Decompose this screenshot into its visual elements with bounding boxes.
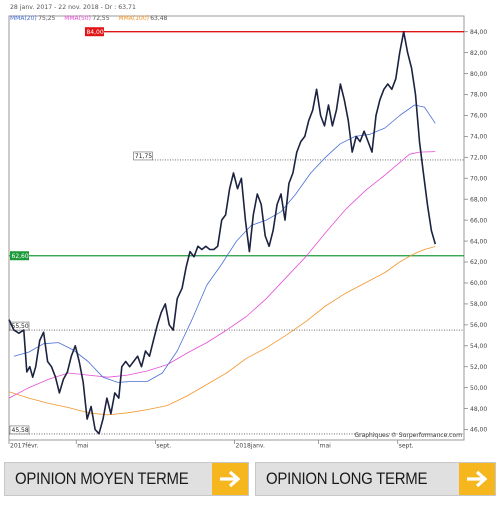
level-label: 55,50 xyxy=(12,323,29,330)
level-badge xyxy=(133,151,153,161)
mma50-line xyxy=(8,151,436,399)
y-tick-label: 46,00 xyxy=(470,427,487,434)
watermark: Graphiques © Surperformance.com xyxy=(354,432,462,439)
price-chart: 28 janv. 2017 - 22 nov. 2018 - Dr : 63,7… xyxy=(8,4,487,450)
y-tick-label: 66,00 xyxy=(470,217,487,224)
arrow-right-icon[interactable] xyxy=(212,463,249,495)
y-tick-label: 62,00 xyxy=(470,259,487,266)
plot-frame xyxy=(8,15,465,441)
resistance-label: 84,00 xyxy=(86,29,103,36)
y-tick-label: 70,00 xyxy=(470,175,487,182)
opinion-long-terme[interactable]: OPINION LONG TERME xyxy=(255,462,496,496)
legend-label: MMA(20) xyxy=(10,15,37,22)
y-tick-label: 48,00 xyxy=(470,406,487,413)
y-tick-label: 84,00 xyxy=(470,29,487,36)
x-tick-label: mai xyxy=(320,443,332,450)
x-tick-label: sept. xyxy=(156,443,171,450)
opinion-long-terme-label: OPINION LONG TERME xyxy=(266,469,428,488)
y-tick-label: 78,00 xyxy=(470,92,487,99)
y-tick-label: 80,00 xyxy=(470,71,487,78)
y-tick-label: 58,00 xyxy=(470,301,487,308)
level-label: 71,75 xyxy=(135,153,152,160)
y-tick-label: 76,00 xyxy=(470,113,487,120)
y-tick-label: 74,00 xyxy=(470,134,487,141)
chart-range-text: 28 janv. 2017 - 22 nov. 2018 - Dr : 63,7… xyxy=(10,4,136,11)
y-tick-label: 72,00 xyxy=(470,155,487,162)
x-tick-label: mai xyxy=(77,443,89,450)
legend-value: 63,48 xyxy=(150,15,167,22)
resistance-badge xyxy=(84,27,104,37)
x-tick-label: 2018janv. xyxy=(236,443,266,450)
legend-value: 75,25 xyxy=(38,15,55,22)
opinion-moyen-terme[interactable]: OPINION MOYEN TERME xyxy=(4,462,250,496)
legend-label: MMA(100) xyxy=(118,15,149,22)
x-tick-label: 2017févr. xyxy=(10,443,39,450)
chart-area: 28 janv. 2017 - 22 nov. 2018 - Dr : 63,7… xyxy=(8,4,487,450)
mma20-line xyxy=(13,104,436,383)
legend-value: 72,55 xyxy=(92,15,109,22)
y-tick-label: 64,00 xyxy=(470,238,487,245)
y-tick-label: 68,00 xyxy=(470,196,487,203)
price-line xyxy=(8,30,437,435)
arrow-right-icon[interactable] xyxy=(459,463,495,495)
y-tick-label: 50,00 xyxy=(470,385,487,392)
y-tick-label: 54,00 xyxy=(470,343,487,350)
level-badge xyxy=(9,425,30,435)
x-tick-label: sept. xyxy=(399,443,414,450)
level-label: 45,58 xyxy=(12,427,29,434)
y-tick-label: 82,00 xyxy=(470,50,487,57)
level-badge xyxy=(9,321,30,331)
support-label: 62,60 xyxy=(12,253,29,260)
y-tick-label: 56,00 xyxy=(470,322,487,329)
y-tick-label: 52,00 xyxy=(470,364,487,371)
legend-label: MMA(50) xyxy=(64,15,91,22)
mma100-line xyxy=(8,246,436,416)
support-badge xyxy=(10,251,29,261)
opinion-moyen-terme-label: OPINION MOYEN TERME xyxy=(15,469,189,488)
y-tick-label: 60,00 xyxy=(470,280,487,287)
opinion-bar: OPINION MOYEN TERME OPINION LONG TERME xyxy=(4,462,496,496)
